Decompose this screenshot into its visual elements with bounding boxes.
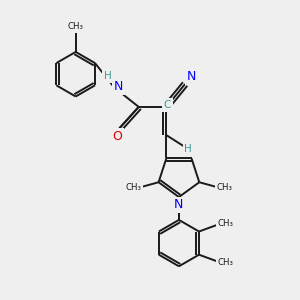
Text: N: N (114, 80, 123, 94)
Text: H: H (184, 144, 192, 154)
Text: CH₃: CH₃ (217, 219, 233, 228)
Text: N: N (174, 198, 184, 211)
Text: CH₃: CH₃ (125, 183, 141, 192)
Text: O: O (113, 130, 122, 142)
Text: CH₃: CH₃ (217, 258, 233, 267)
Text: CH₃: CH₃ (217, 183, 232, 192)
Text: N: N (186, 70, 196, 83)
Text: CH₃: CH₃ (68, 22, 84, 31)
Text: H: H (104, 71, 112, 81)
Text: C: C (164, 100, 171, 110)
